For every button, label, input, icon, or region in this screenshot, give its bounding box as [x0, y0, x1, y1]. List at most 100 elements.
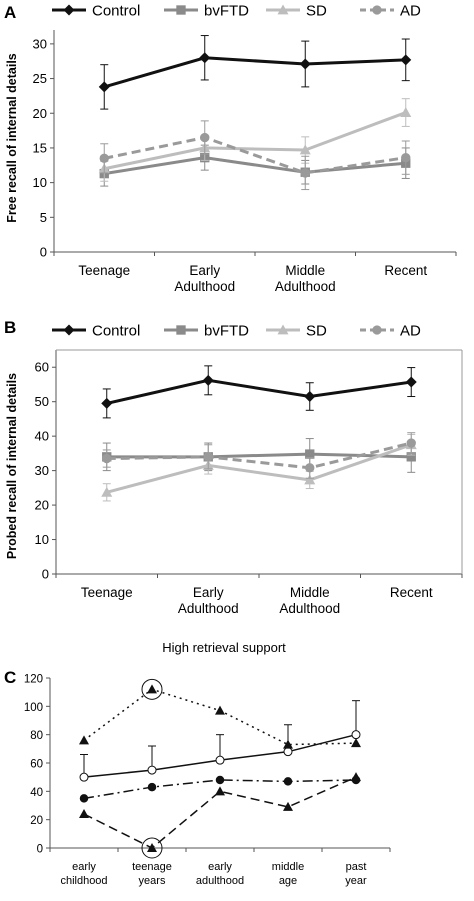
data-point	[405, 376, 417, 388]
legend-entry: SD	[266, 3, 327, 20]
series-line	[83, 776, 357, 849]
y-tick-label: 20	[33, 106, 47, 121]
legend-marker	[176, 5, 186, 15]
data-point	[299, 144, 311, 155]
legend-marker	[277, 4, 289, 15]
x-tick-label: Teenage	[81, 585, 133, 600]
y-tick-label: 0	[42, 567, 49, 582]
highlight-circle	[141, 678, 163, 700]
series	[101, 365, 417, 419]
x-tick-label: Middle Adulthood	[279, 585, 340, 616]
y-tick-label: 5	[40, 210, 47, 225]
series-line	[104, 156, 406, 176]
x-tick-label: early adulthood	[196, 861, 244, 887]
series	[79, 684, 361, 749]
legend-marker	[372, 325, 382, 335]
data-point	[79, 772, 89, 782]
legend-marker	[372, 5, 382, 15]
data-point	[79, 735, 89, 745]
legend-entry: AD	[360, 323, 421, 340]
y-tick-label: 10	[35, 532, 49, 547]
legend-entry: SD	[266, 323, 327, 340]
y-tick-label: 10	[33, 175, 47, 190]
legend-entry: Control	[52, 3, 140, 20]
y-tick-label: 40	[35, 429, 49, 444]
x-tick-label: past year	[345, 861, 367, 887]
legend-entry: bvFTD	[164, 3, 249, 20]
data-point	[305, 463, 315, 473]
legend-label: SD	[306, 3, 327, 20]
legend-entry: bvFTD	[164, 323, 249, 340]
y-tick-label: 20	[35, 498, 49, 513]
highlight-circle	[141, 837, 163, 859]
panel-a: A 0 5 10 15 20 25 30 Teenage Early Adulthood Middle…	[4, 3, 457, 294]
series	[98, 98, 412, 182]
data-point	[215, 755, 225, 765]
series-line	[103, 135, 406, 175]
data-point	[215, 775, 225, 785]
legend-label: bvFTD	[204, 323, 249, 340]
data-point	[351, 738, 361, 748]
data-point	[305, 449, 315, 459]
data-point	[147, 782, 157, 792]
data-point	[406, 452, 416, 462]
data-point	[215, 786, 225, 796]
data-point	[200, 132, 210, 143]
data-point	[99, 153, 109, 164]
y-tick-label: 40	[30, 787, 43, 799]
legend-marker	[277, 324, 289, 335]
data-point	[147, 843, 157, 852]
data-point	[98, 81, 110, 93]
x-tick-label: Middle Adulthood	[275, 263, 336, 294]
panel-letter: C	[4, 668, 16, 687]
x-tick-label: Teenage	[78, 263, 130, 278]
y-tick-label: 0	[37, 844, 43, 856]
series	[98, 35, 412, 110]
x-tick-label: middle age	[272, 861, 304, 887]
data-point	[101, 397, 113, 409]
legend-marker	[63, 4, 75, 16]
legend-label: AD	[400, 323, 421, 340]
series-line	[106, 378, 412, 405]
data-point	[102, 453, 112, 464]
series	[102, 438, 416, 473]
chart-title: High retrieval support	[162, 640, 286, 655]
panel-letter: A	[4, 3, 16, 22]
data-point	[101, 486, 113, 497]
data-point	[401, 152, 411, 163]
y-axis-label: Free recall of internal details	[5, 53, 19, 223]
panel-c: C High retrieval support 0 20 40 60 80 100 120 ea…	[4, 640, 391, 887]
series	[99, 144, 411, 187]
series	[99, 120, 411, 191]
series-line	[106, 441, 412, 470]
series-line	[83, 779, 357, 800]
legend-entry: AD	[360, 3, 421, 20]
y-tick-label: 80	[30, 730, 43, 742]
data-point	[203, 452, 213, 462]
data-point	[79, 794, 89, 803]
y-tick-label: 60	[30, 759, 43, 771]
y-tick-label: 15	[33, 140, 47, 155]
data-point	[215, 705, 225, 715]
data-point	[351, 730, 361, 740]
legend-label: AD	[400, 3, 421, 20]
series-line	[106, 443, 412, 494]
data-point	[79, 809, 89, 818]
data-point	[351, 775, 361, 785]
data-point	[283, 777, 293, 786]
legend-marker	[176, 325, 186, 335]
y-tick-label: 60	[35, 360, 49, 375]
x-tick-label: Early Adulthood	[174, 263, 235, 294]
legend-entry: Control	[52, 323, 140, 340]
y-tick-label: 20	[30, 815, 43, 827]
series-line	[103, 111, 407, 171]
legend-marker	[63, 324, 75, 336]
data-point	[304, 391, 316, 403]
legend-label: SD	[306, 323, 327, 340]
legend-label: Control	[92, 3, 140, 20]
y-tick-label: 50	[35, 394, 49, 409]
x-tick-label: early childhood	[60, 861, 107, 887]
data-point	[283, 801, 293, 811]
data-point	[300, 168, 310, 178]
